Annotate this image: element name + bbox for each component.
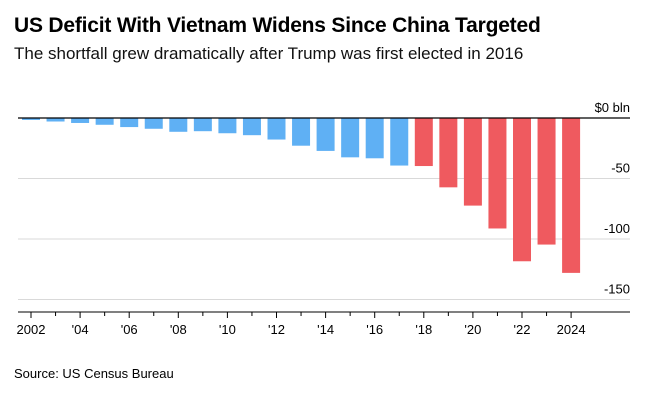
bar-2008 [169,118,188,132]
x-tick-label: '04 [72,322,89,337]
x-tick-label: '20 [464,322,481,337]
x-tick-label: '10 [219,322,236,337]
x-tick-label: '06 [121,322,138,337]
y-tick-label: -100 [604,221,630,236]
bar-2005 [95,118,114,125]
bar-2002 [22,118,40,120]
x-tick-label: '18 [415,322,432,337]
bar-2016 [365,118,384,159]
bar-2018 [414,118,433,167]
chart-title: US Deficit With Vietnam Widens Since Chi… [14,14,541,37]
x-tick-label: '16 [366,322,383,337]
bar-2003 [46,118,65,122]
x-tick-label: 2024 [557,322,586,337]
x-tick-label: '14 [317,322,334,337]
bar-2021 [488,118,507,229]
bar-2012 [267,118,286,140]
bar-2010 [218,118,237,134]
bar-2014 [316,118,335,151]
bar-2015 [341,118,360,158]
bar-2004 [71,118,90,123]
bar-2020 [463,118,482,206]
x-tick-label: '08 [170,322,187,337]
x-tick-label: 2002 [17,322,46,337]
bar-2017 [390,118,409,166]
bar-2022 [513,118,531,262]
x-tick-label: '12 [268,322,285,337]
bar-2019 [439,118,458,188]
bar-2024 [562,118,581,273]
y-tick-label: $0 bln [595,100,630,115]
bar-2013 [292,118,311,146]
source-note: Source: US Census Bureau [14,366,174,381]
x-tick-label: '22 [514,322,531,337]
chart-subtitle: The shortfall grew dramatically after Tr… [14,44,524,63]
bar-2011 [242,118,261,136]
bar-2023 [537,118,556,245]
bar-2009 [193,118,212,132]
y-tick-label: -50 [611,161,630,176]
y-tick-label: -150 [604,282,630,297]
bar-2006 [120,118,139,128]
bar-2007 [144,118,163,129]
